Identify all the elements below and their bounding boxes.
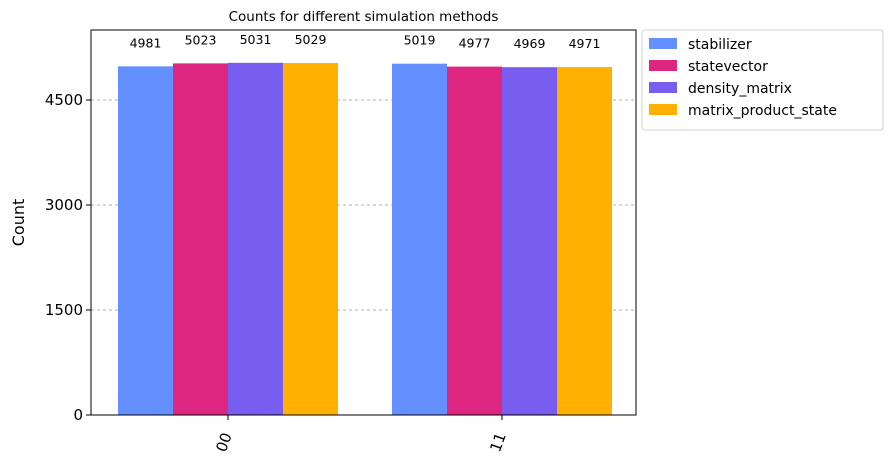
- y-tick-label: 0: [73, 406, 83, 424]
- bar-stabilizer-00: [118, 66, 173, 415]
- bar-label-density_matrix-00: 5031: [240, 32, 272, 47]
- legend-swatch-matrix_product_state: [649, 104, 677, 115]
- y-axis-label: Count: [9, 199, 28, 247]
- x-axis: 00 11: [212, 415, 510, 454]
- bar-stabilizer-11: [392, 63, 447, 416]
- legend-label-stabilizer: stabilizer: [688, 37, 752, 53]
- y-axis: 0 1500 3000 4500: [45, 91, 91, 424]
- chart-title: Counts for different simulation methods: [229, 9, 499, 25]
- bar-matrix_product_state-00: [283, 62, 338, 415]
- y-tick-label: 1500: [45, 301, 83, 319]
- x-tick-label-00: 00: [212, 430, 235, 454]
- legend-swatch-stabilizer: [649, 38, 677, 49]
- bar-label-statevector-11: 4977: [459, 36, 491, 51]
- bar-density_matrix-11: [502, 67, 557, 416]
- bar-label-matrix_product_state-11: 4971: [569, 36, 601, 51]
- bar-value-labels: 4981 5023 5031 5029 5019 4977 4969 4971: [130, 32, 601, 51]
- bar-density_matrix-00: [228, 62, 283, 416]
- legend-box: [641, 29, 884, 131]
- bar-label-density_matrix-11: 4969: [514, 36, 546, 51]
- bar-label-statevector-00: 5023: [185, 32, 217, 47]
- bar-statevector-11: [447, 66, 502, 416]
- bars: [118, 62, 612, 416]
- legend-label-density_matrix: density_matrix: [688, 81, 792, 97]
- plot-frame: [90, 29, 637, 416]
- bar-label-matrix_product_state-00: 5029: [295, 32, 327, 47]
- bar-statevector-00: [173, 63, 228, 415]
- legend-label-matrix_product_state: matrix_product_state: [688, 103, 837, 119]
- bar-label-stabilizer-11: 5019: [404, 33, 436, 48]
- x-tick-label-11: 11: [486, 430, 509, 454]
- y-tick-label: 4500: [45, 91, 83, 109]
- legend-swatch-density_matrix: [649, 82, 677, 93]
- legend: stabilizer statevector density_matrixmatri…: [641, 29, 884, 131]
- y-tick-label: 3000: [45, 196, 83, 214]
- legend-label-statevector: statevector: [688, 59, 768, 75]
- legend-swatch-statevector: [649, 60, 677, 71]
- bar-matrix_product_state-11: [557, 67, 612, 415]
- bar-label-stabilizer-00: 4981: [130, 35, 162, 50]
